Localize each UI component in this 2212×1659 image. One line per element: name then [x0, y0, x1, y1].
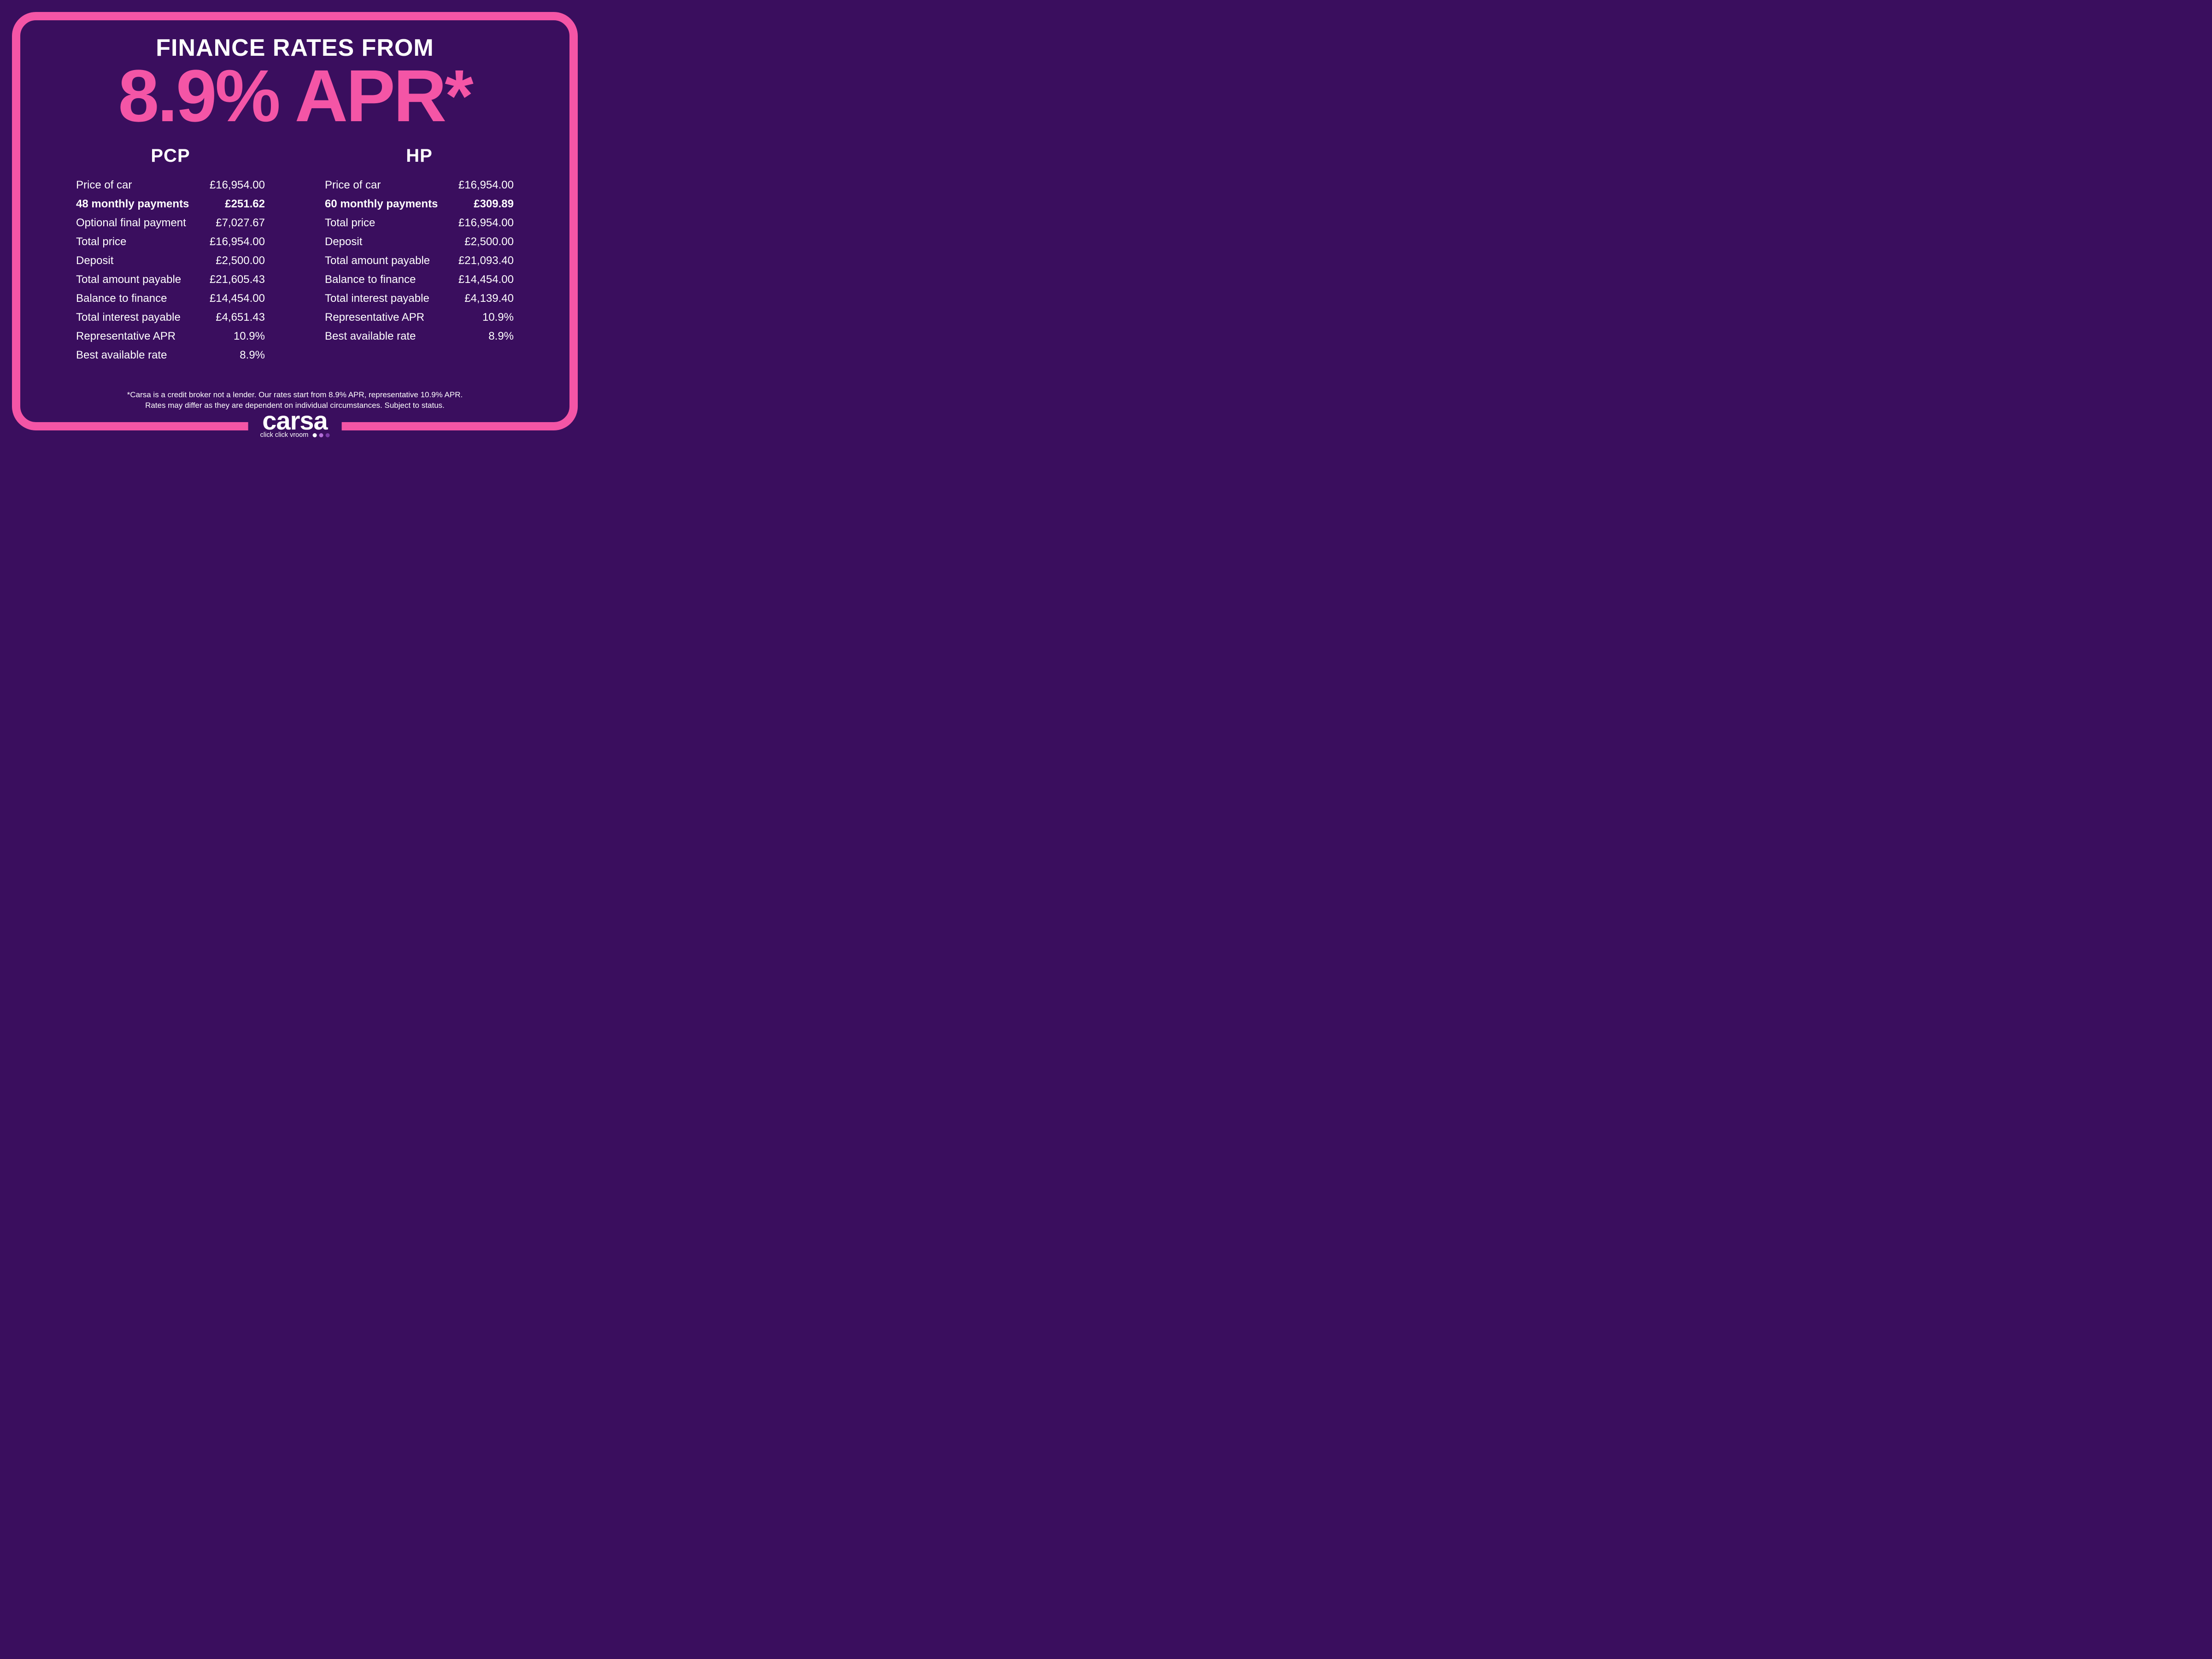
- table-row: Optional final payment £7,027.67: [76, 213, 265, 232]
- row-label: Total price: [76, 235, 126, 248]
- row-label: Best available rate: [76, 349, 167, 362]
- pcp-rows: Price of car £16,954.00 48 monthly payment…: [76, 176, 265, 365]
- row-label: Deposit: [325, 235, 362, 248]
- table-row: Representative APR 10.9%: [76, 327, 265, 346]
- table-row: Best available rate 8.9%: [76, 346, 265, 365]
- row-label: Best available rate: [325, 330, 416, 343]
- row-label: Total price: [325, 217, 375, 229]
- table-row: Deposit £2,500.00: [325, 232, 514, 251]
- row-value: 10.9%: [482, 311, 514, 324]
- row-label: Representative APR: [76, 330, 176, 343]
- dot-icon: [325, 433, 329, 437]
- row-value: £16,954.00: [458, 217, 514, 229]
- row-label: Total interest payable: [76, 311, 181, 324]
- table-row: Total interest payable £4,651.43: [76, 308, 265, 327]
- row-value: £16,954.00: [210, 235, 265, 248]
- row-value: £14,454.00: [210, 292, 265, 305]
- disclaimer-line-1: *Carsa is a credit broker not a lender. …: [127, 390, 463, 399]
- row-value: 10.9%: [234, 330, 265, 343]
- row-value: £16,954.00: [210, 179, 265, 192]
- logo-dots: [312, 433, 329, 437]
- table-row: Balance to finance £14,454.00: [76, 289, 265, 308]
- table-row: Price of car £16,954.00: [325, 176, 514, 194]
- hp-heading: HP: [325, 146, 514, 166]
- row-value: £21,605.43: [210, 273, 265, 286]
- row-value: £7,027.67: [216, 217, 265, 229]
- logo-name: carsa: [260, 409, 330, 432]
- row-value: 8.9%: [488, 330, 514, 343]
- row-value: £2,500.00: [216, 254, 265, 267]
- row-value: £4,139.40: [464, 292, 514, 305]
- row-label: Price of car: [325, 179, 381, 192]
- row-label: Balance to finance: [325, 273, 416, 286]
- row-value: £309.89: [474, 198, 514, 211]
- table-row: Total price £16,954.00: [325, 213, 514, 232]
- hp-column: HP Price of car £16,954.00 60 monthly paym…: [325, 146, 514, 365]
- table-row: Representative APR 10.9%: [325, 308, 514, 327]
- table-row: 60 monthly payments £309.89: [325, 194, 514, 213]
- row-value: £251.62: [225, 198, 265, 211]
- table-row: Deposit £2,500.00: [76, 251, 265, 270]
- row-label: Balance to finance: [76, 292, 167, 305]
- pcp-column: PCP Price of car £16,954.00 48 monthly pay…: [76, 146, 265, 365]
- table-row: Best available rate 8.9%: [325, 327, 514, 346]
- table-row: Price of car £16,954.00: [76, 176, 265, 194]
- row-label: Total amount payable: [325, 254, 430, 267]
- dot-icon: [312, 433, 317, 437]
- row-label: Representative APR: [325, 311, 424, 324]
- table-row: Balance to finance £14,454.00: [325, 270, 514, 289]
- brand-logo: carsa click click vroom: [248, 409, 342, 439]
- row-label: Optional final payment: [76, 217, 186, 229]
- table-row: Total interest payable £4,139.40: [325, 289, 514, 308]
- table-row: Total amount payable £21,605.43: [76, 270, 265, 289]
- row-value: 8.9%: [240, 349, 265, 362]
- row-label: Total amount payable: [76, 273, 181, 286]
- row-label: Deposit: [76, 254, 113, 267]
- row-value: £14,454.00: [458, 273, 514, 286]
- row-label: Price of car: [76, 179, 132, 192]
- logo-tagline-text: click click vroom: [260, 431, 309, 439]
- table-row: Total price £16,954.00: [76, 232, 265, 251]
- hp-rows: Price of car £16,954.00 60 monthly payment…: [325, 176, 514, 346]
- headline-rate: 8.9% APR*: [118, 59, 471, 133]
- table-row: 48 monthly payments £251.62: [76, 194, 265, 213]
- row-label: 48 monthly payments: [76, 198, 189, 211]
- content-area: FINANCE RATES FROM 8.9% APR* PCP Price o…: [28, 28, 562, 415]
- row-value: £4,651.43: [216, 311, 265, 324]
- pcp-heading: PCP: [76, 146, 265, 166]
- row-value: £16,954.00: [458, 179, 514, 192]
- finance-tables: PCP Price of car £16,954.00 48 monthly pay…: [28, 146, 562, 365]
- row-value: £2,500.00: [464, 235, 514, 248]
- dot-icon: [319, 433, 323, 437]
- row-label: Total interest payable: [325, 292, 429, 305]
- row-value: £21,093.40: [458, 254, 514, 267]
- table-row: Total amount payable £21,093.40: [325, 251, 514, 270]
- row-label: 60 monthly payments: [325, 198, 438, 211]
